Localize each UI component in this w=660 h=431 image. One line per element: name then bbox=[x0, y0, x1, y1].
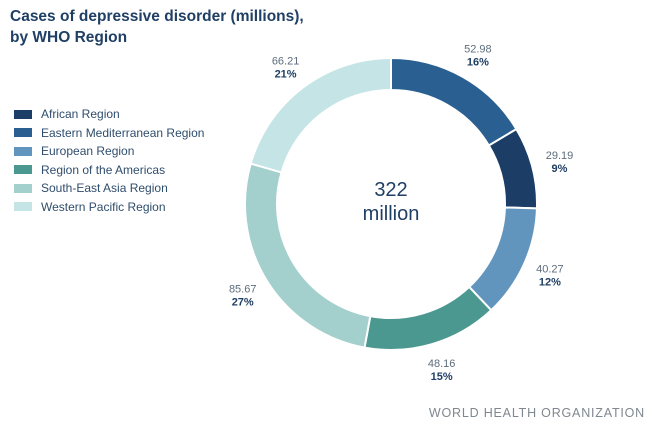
center-total-value: 322 bbox=[374, 179, 407, 201]
chart-legend: African Region Eastern Mediterranean Regi… bbox=[14, 105, 204, 216]
legend-label: Western Pacific Region bbox=[41, 199, 166, 214]
slice-percent-label: 15% bbox=[431, 371, 453, 383]
legend-item: Region of the Americas bbox=[14, 161, 204, 180]
chart-title-line-1: Cases of depressive disorder (millions), bbox=[10, 8, 304, 25]
donut-slice bbox=[244, 162, 372, 349]
donut-slice bbox=[390, 56, 518, 147]
donut-slice bbox=[467, 206, 538, 312]
footer-organization: WORLD HEALTH ORGANIZATION bbox=[428, 406, 645, 420]
donut-slice bbox=[249, 56, 392, 174]
slice-value-label: 85.67 bbox=[229, 283, 257, 295]
legend-swatch bbox=[14, 202, 32, 212]
slice-percent-label: 27% bbox=[232, 296, 254, 308]
legend-label: Region of the Americas bbox=[41, 162, 166, 177]
legend-swatch bbox=[14, 183, 32, 193]
legend-item: Western Pacific Region bbox=[14, 198, 204, 217]
legend-label: African Region bbox=[41, 107, 120, 122]
legend-item: African Region bbox=[14, 105, 204, 124]
slice-value-label: 29.19 bbox=[546, 150, 574, 162]
slice-value-label: 52.98 bbox=[464, 43, 492, 55]
slice-percent-label: 16% bbox=[467, 56, 489, 68]
slice-percent-label: 21% bbox=[275, 69, 297, 81]
legend-item: South-East Asia Region bbox=[14, 179, 204, 198]
donut-slice bbox=[487, 127, 538, 210]
slice-percent-label: 9% bbox=[552, 163, 568, 175]
legend-swatch bbox=[14, 109, 32, 119]
slice-value-label: 40.27 bbox=[536, 264, 564, 276]
chart-title: Cases of depressive disorder (millions),… bbox=[10, 6, 304, 48]
slice-value-label: 66.21 bbox=[272, 56, 300, 68]
legend-item: Eastern Mediterranean Region bbox=[14, 124, 204, 143]
legend-item: European Region bbox=[14, 142, 204, 161]
legend-swatch bbox=[14, 165, 32, 175]
legend-swatch bbox=[14, 146, 32, 156]
slice-percent-label: 12% bbox=[539, 277, 561, 289]
center-total-unit: million bbox=[363, 203, 420, 225]
legend-label: Eastern Mediterranean Region bbox=[41, 125, 205, 140]
chart-title-line-2: by WHO Region bbox=[10, 29, 128, 46]
donut-slices bbox=[244, 56, 538, 351]
legend-label: European Region bbox=[41, 144, 135, 159]
legend-label: South-East Asia Region bbox=[41, 181, 168, 196]
donut-slice bbox=[363, 285, 493, 351]
slice-value-label: 48.16 bbox=[428, 358, 456, 370]
legend-swatch bbox=[14, 128, 32, 138]
